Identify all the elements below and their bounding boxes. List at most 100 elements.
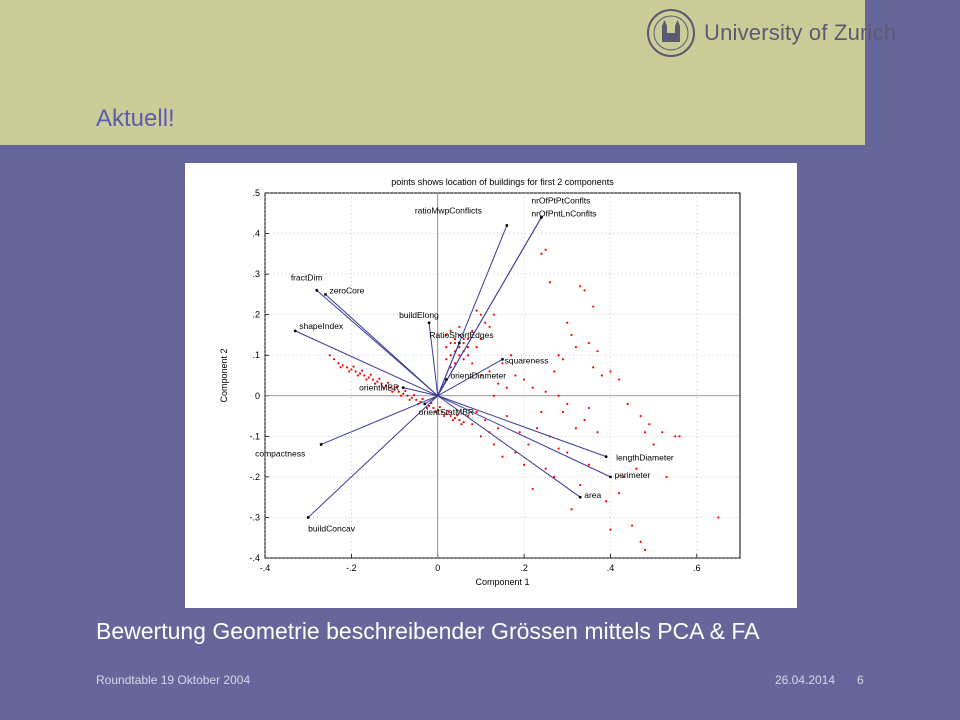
- data-point: [522, 463, 526, 466]
- data-point: [609, 370, 612, 373]
- data-point: [447, 410, 450, 413]
- data-point: [432, 406, 435, 410]
- data-point: [471, 423, 474, 426]
- vector-label: ratioMwpConflicts: [415, 205, 482, 215]
- data-point: [356, 374, 359, 377]
- data-point: [479, 337, 483, 341]
- data-point: [458, 333, 461, 337]
- data-point: [497, 382, 500, 385]
- data-point: [460, 423, 463, 426]
- data-point: [566, 321, 569, 324]
- data-point: [466, 354, 470, 357]
- data-point: [449, 341, 452, 345]
- vector-label: buildElong: [399, 310, 439, 320]
- chart-title: points shows location of buildings for f…: [391, 177, 614, 187]
- data-point: [479, 313, 483, 316]
- data-point: [514, 374, 517, 377]
- x-axis-label: Component 1: [475, 577, 529, 587]
- data-point: [376, 380, 379, 383]
- loading-vector-tip: [501, 357, 504, 361]
- slide-title: Aktuell!: [96, 105, 175, 132]
- data-point: [462, 341, 465, 345]
- data-point: [466, 346, 470, 349]
- data-point: [339, 366, 342, 369]
- data-point: [557, 354, 560, 357]
- loading-vector-tip: [319, 443, 323, 446]
- data-point: [458, 325, 461, 328]
- data-point: [451, 419, 454, 422]
- university-name: University of Zurich: [704, 20, 897, 45]
- data-point: [449, 414, 452, 418]
- data-point: [354, 370, 357, 373]
- data-point: [365, 378, 368, 381]
- data-point: [371, 378, 375, 381]
- data-point: [592, 366, 595, 369]
- data-point: [583, 289, 586, 292]
- data-point: [378, 377, 381, 380]
- data-point: [348, 370, 351, 373]
- y-tick-label: -.2: [249, 472, 260, 482]
- loading-vector: [437, 217, 542, 397]
- data-point: [462, 337, 465, 341]
- loading-vector-tip: [539, 215, 543, 219]
- data-point: [553, 475, 556, 478]
- data-point: [471, 362, 474, 365]
- data-point: [374, 382, 377, 385]
- data-point: [557, 447, 560, 450]
- data-point: [458, 419, 461, 422]
- loading-vector-tip: [293, 329, 297, 333]
- data-point: [406, 394, 409, 397]
- data-point: [453, 341, 457, 345]
- data-point: [661, 431, 664, 434]
- data-point: [592, 305, 595, 308]
- data-point: [453, 337, 457, 341]
- data-point: [404, 389, 407, 393]
- data-point: [596, 431, 599, 434]
- vector-label: nrOfPntLnConflts: [531, 208, 596, 218]
- data-point: [369, 373, 372, 376]
- data-point: [408, 398, 411, 401]
- data-point: [544, 467, 547, 470]
- data-point: [652, 443, 655, 446]
- data-point: [605, 500, 608, 503]
- data-point: [453, 362, 457, 365]
- data-point: [350, 368, 353, 371]
- footer-page-number: 6: [857, 673, 864, 687]
- data-point: [399, 394, 403, 397]
- data-point: [501, 362, 504, 365]
- data-point: [397, 390, 400, 393]
- data-point: [436, 408, 439, 412]
- data-point: [479, 435, 483, 438]
- data-point: [579, 285, 582, 288]
- data-point: [505, 414, 508, 418]
- y-axis-label: Component 2: [219, 348, 229, 402]
- data-point: [518, 431, 521, 434]
- data-point: [440, 410, 444, 414]
- loading-vector-tip: [401, 386, 405, 390]
- data-point: [622, 475, 625, 478]
- data-point: [434, 410, 437, 414]
- loading-vector-tip: [457, 341, 461, 345]
- data-point: [484, 321, 487, 324]
- data-point: [488, 325, 491, 328]
- data-point: [531, 487, 534, 491]
- y-tick-label: -.1: [249, 431, 260, 441]
- data-point: [389, 386, 392, 389]
- data-point: [462, 421, 465, 424]
- data-point: [458, 346, 461, 349]
- data-point: [561, 358, 565, 361]
- x-tick-label: .6: [693, 563, 701, 573]
- data-point: [456, 414, 459, 417]
- vector-label: perimeter: [614, 470, 650, 480]
- data-point: [665, 475, 668, 478]
- x-tick-label: .4: [607, 563, 615, 573]
- vector-label: lengthDiameter: [616, 453, 674, 463]
- y-tick-label: .3: [252, 269, 260, 279]
- loading-vector: [437, 358, 503, 397]
- data-point: [497, 427, 500, 430]
- data-point: [579, 483, 582, 487]
- data-point: [475, 410, 478, 414]
- vector-label: RatioShortEdges: [429, 330, 493, 340]
- data-point: [674, 435, 677, 438]
- data-point: [561, 410, 565, 414]
